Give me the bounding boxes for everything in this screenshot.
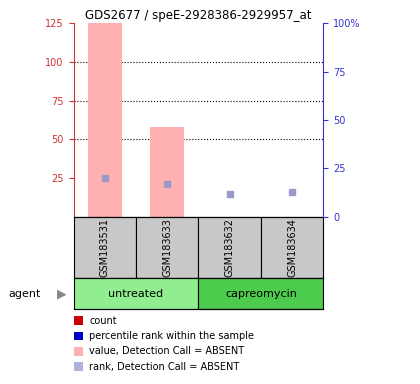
Text: agent: agent <box>8 289 41 299</box>
Text: value, Detection Call = ABSENT: value, Detection Call = ABSENT <box>89 346 244 356</box>
Bar <box>74 278 199 309</box>
Text: GSM183634: GSM183634 <box>287 218 297 277</box>
Bar <box>87 20 122 217</box>
Text: GSM183633: GSM183633 <box>162 218 172 277</box>
Text: ▶: ▶ <box>57 287 66 300</box>
Bar <box>74 217 136 278</box>
Bar <box>199 278 323 309</box>
Text: count: count <box>89 316 117 326</box>
Bar <box>150 127 184 217</box>
Text: GSM183632: GSM183632 <box>225 218 235 277</box>
Text: percentile rank within the sample: percentile rank within the sample <box>89 331 254 341</box>
Text: capreomycin: capreomycin <box>225 289 297 299</box>
Text: GSM183531: GSM183531 <box>100 218 110 277</box>
Bar <box>199 217 261 278</box>
Text: rank, Detection Call = ABSENT: rank, Detection Call = ABSENT <box>89 362 239 372</box>
Bar <box>261 217 323 278</box>
Text: untreated: untreated <box>108 289 163 299</box>
Bar <box>136 217 199 278</box>
Title: GDS2677 / speE-2928386-2929957_at: GDS2677 / speE-2928386-2929957_at <box>85 9 312 22</box>
